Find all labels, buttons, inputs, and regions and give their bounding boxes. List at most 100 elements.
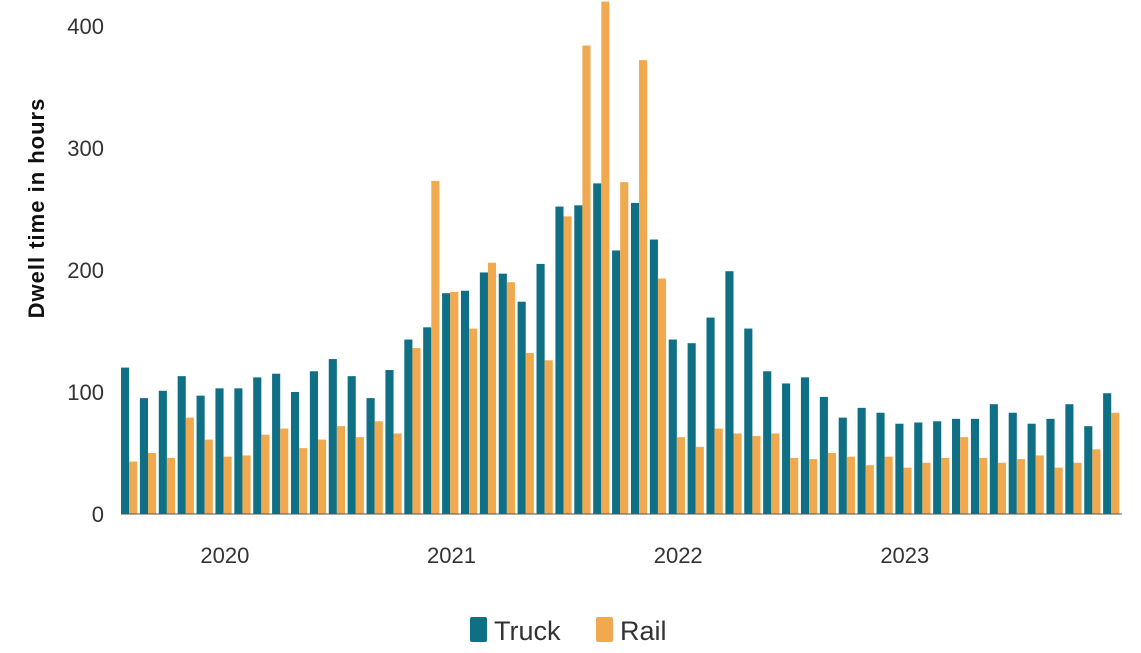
rail-bar xyxy=(903,467,912,514)
y-tick-label: 300 xyxy=(67,136,104,161)
truck-bar xyxy=(725,271,734,514)
x-year-label: 2020 xyxy=(200,543,249,568)
truck-bar xyxy=(970,418,980,514)
truck-bar xyxy=(121,367,130,514)
x-year-label: 2021 xyxy=(427,543,476,568)
truck-bar xyxy=(272,373,281,514)
truck-bar xyxy=(819,396,828,514)
truck-bar xyxy=(196,395,205,514)
truck-bar xyxy=(253,377,262,514)
x-year-label: 2022 xyxy=(654,543,703,568)
rail-bar xyxy=(1073,462,1082,514)
rail-bar xyxy=(790,457,799,514)
y-tick-label: 0 xyxy=(92,502,104,527)
truck-bar xyxy=(574,205,583,514)
rail-bar xyxy=(431,180,440,514)
rail-bar xyxy=(393,433,402,514)
rail-bar xyxy=(639,60,648,514)
truck-bar xyxy=(1008,412,1017,514)
rail-bar xyxy=(148,453,157,514)
truck-bar xyxy=(782,383,791,514)
truck-bar xyxy=(857,407,866,514)
rail-bar xyxy=(620,182,629,514)
truck-bar xyxy=(895,423,904,514)
rail-bar xyxy=(941,457,950,514)
x-year-label: 2023 xyxy=(880,543,929,568)
rail-bar xyxy=(355,437,364,514)
truck-bar xyxy=(460,290,470,514)
truck-bar xyxy=(800,377,810,514)
truck-bar xyxy=(423,327,432,514)
legend: Truck Rail xyxy=(470,616,667,646)
truck-bar xyxy=(498,273,507,514)
rail-bar xyxy=(1016,459,1025,514)
rail-bar xyxy=(412,348,421,514)
legend-label-truck: Truck xyxy=(494,616,561,646)
truck-bar xyxy=(1084,426,1093,514)
truck-bar xyxy=(1027,423,1036,514)
rail-bar xyxy=(922,462,931,514)
truck-bar xyxy=(366,398,375,514)
rail-bar xyxy=(827,453,837,514)
rail-bar xyxy=(374,421,383,514)
legend-swatch-truck xyxy=(470,617,487,642)
truck-bar xyxy=(668,339,677,514)
truck-bar xyxy=(517,301,526,514)
truck-bar xyxy=(952,418,961,514)
rail-bar xyxy=(846,456,855,514)
truck-bar xyxy=(876,412,885,514)
rail-bar xyxy=(979,457,988,514)
truck-bar xyxy=(1103,393,1112,514)
rail-bar xyxy=(676,437,685,514)
y-tick-label: 100 xyxy=(67,380,104,405)
rail-bar xyxy=(997,462,1007,514)
truck-bar xyxy=(234,388,243,514)
rail-bar xyxy=(223,456,232,514)
truck-bar xyxy=(328,359,337,514)
rail-bar xyxy=(1035,455,1044,514)
rail-bar xyxy=(204,439,213,514)
truck-bar xyxy=(442,293,451,514)
rail-bar xyxy=(1092,449,1101,514)
rail-bar xyxy=(336,426,345,514)
truck-bar xyxy=(838,417,847,514)
rail-bar xyxy=(771,433,780,514)
rail-bar xyxy=(317,439,327,514)
rail-bar xyxy=(582,45,591,515)
truck-bar xyxy=(744,328,753,514)
rail-bar xyxy=(657,278,667,514)
truck-bar xyxy=(933,421,942,514)
y-axis-title: Dwell time in hours xyxy=(24,98,49,319)
rail-bar xyxy=(1111,412,1120,514)
rail-bar xyxy=(884,456,893,514)
truck-bar xyxy=(555,206,564,514)
truck-bar xyxy=(309,371,318,514)
y-tick-labels: 0 100 200 300 400 xyxy=(67,14,104,527)
rail-bar xyxy=(506,282,515,514)
bars-group xyxy=(121,1,1120,515)
rail-bar xyxy=(601,1,610,515)
rail-bar xyxy=(544,360,553,514)
rail-bar xyxy=(865,465,874,514)
truck-bar xyxy=(612,250,621,515)
truck-bar xyxy=(347,376,356,514)
truck-bar xyxy=(215,388,224,514)
rail-bar xyxy=(487,262,497,514)
rail-bar xyxy=(450,291,459,514)
rail-bar xyxy=(280,428,289,514)
rail-bar xyxy=(752,435,761,514)
rail-bar xyxy=(166,457,176,514)
truck-bar xyxy=(1065,404,1074,514)
truck-bar xyxy=(177,376,186,514)
truck-bar xyxy=(290,392,300,514)
y-tick-label: 400 xyxy=(67,14,104,39)
truck-bar xyxy=(630,202,640,514)
truck-bar xyxy=(479,272,488,514)
truck-bar xyxy=(404,339,413,514)
rail-bar xyxy=(733,433,742,514)
truck-bar xyxy=(385,370,394,514)
truck-bar xyxy=(649,239,658,514)
truck-bar xyxy=(989,404,998,514)
truck-bar xyxy=(687,343,696,514)
